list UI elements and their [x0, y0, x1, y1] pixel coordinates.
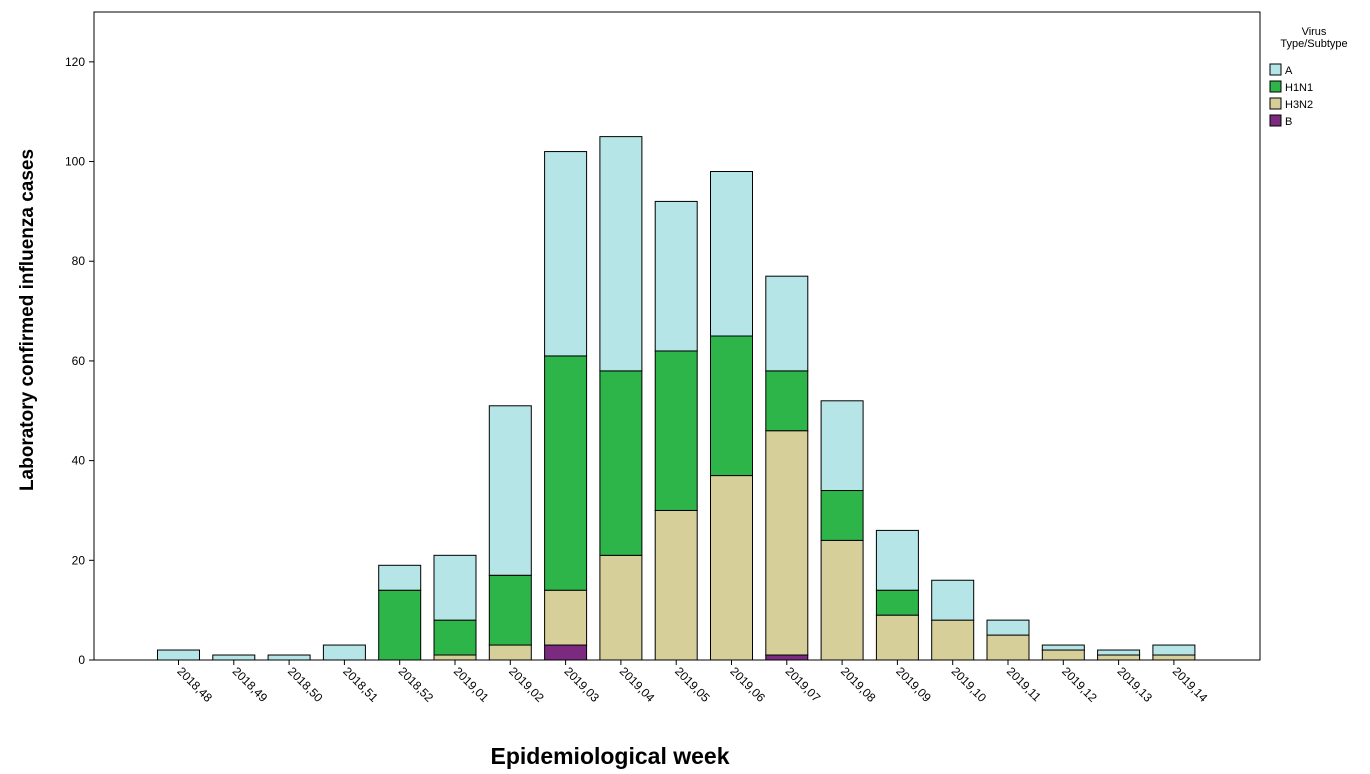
bar-segment-a: [544, 151, 588, 357]
bars-layer: [157, 136, 1196, 661]
bar-segment-b: [765, 654, 809, 661]
bar-segment-a: [157, 649, 200, 661]
bar-segment-a: [322, 644, 366, 661]
x-tick-label: 2019,02: [506, 664, 547, 705]
bar-segment-a: [488, 405, 532, 576]
legend-swatch-h3n2: [1269, 97, 1282, 110]
x-tick-label: 2019,06: [727, 664, 768, 705]
y-tick-label: 20: [72, 553, 86, 567]
y-axis-title: Laboratory confirmed influenza cases: [17, 149, 38, 491]
legend-swatch-b: [1269, 114, 1282, 127]
x-tick-label: 2018,52: [396, 664, 437, 705]
bar-segment-a: [986, 619, 1030, 636]
bar-segment-a: [1097, 649, 1141, 656]
bar-segment-h1n1: [875, 589, 919, 616]
bar-segment-a: [433, 554, 477, 621]
y-axis: 0 20 40 60 80 100 120: [65, 55, 94, 667]
y-tick-label: 100: [65, 155, 85, 169]
bar-segment-a: [820, 400, 864, 492]
bar-segment-h1n1: [433, 619, 477, 656]
x-tick-label: 2019,11: [1004, 664, 1044, 704]
bar-segment-a: [710, 171, 753, 337]
y-tick-label: 120: [65, 55, 85, 69]
x-tick-label: 2019,09: [893, 664, 934, 705]
bar-segment-h3n2: [544, 589, 588, 646]
bar-segment-h1n1: [654, 350, 698, 511]
bar-segment-h3n2: [488, 644, 532, 661]
bar-segment-h1n1: [488, 574, 532, 646]
bar-segment-h3n2: [931, 619, 975, 661]
bar-segment-h3n2: [1152, 654, 1196, 661]
y-tick-label: 60: [72, 354, 86, 368]
bar-segment-h3n2: [986, 634, 1030, 661]
x-tick-label: 2019,10: [949, 664, 990, 705]
x-axis-title: Epidemiological week: [490, 743, 729, 769]
bar-segment-h1n1: [710, 335, 753, 477]
x-axis: 2018,48 2018,49 2018,50 2018,51 2018,52 2019,…: [174, 660, 1211, 705]
x-tick-label: 2019,05: [672, 664, 713, 705]
x-tick-label: 2019,08: [838, 664, 879, 705]
legend-label-a: A: [1285, 65, 1293, 77]
bar-segment-h1n1: [544, 355, 588, 591]
y-tick-label: 40: [72, 454, 86, 468]
x-tick-label: 2019,07: [783, 664, 824, 705]
bar-segment-h3n2: [1097, 654, 1141, 661]
bar-segment-h3n2: [820, 539, 864, 661]
bar-segment-b: [544, 644, 588, 661]
legend-swatch-a: [1269, 63, 1282, 76]
x-tick-label: 2018,49: [230, 664, 271, 705]
bar-segment-h3n2: [875, 614, 919, 661]
bar-segment-a: [599, 136, 643, 372]
bar-segment-h3n2: [599, 554, 643, 661]
bar-segment-a: [1041, 644, 1085, 651]
legend-label-b: B: [1285, 116, 1292, 128]
x-tick-label: 2018,48: [174, 664, 215, 705]
x-tick-label: 2019,12: [1059, 664, 1100, 705]
bar-segment-h1n1: [599, 370, 643, 556]
x-tick-label: 2019,13: [1114, 664, 1155, 705]
x-tick-label: 2018,50: [285, 664, 326, 705]
bar-segment-h3n2: [710, 475, 753, 661]
x-tick-label: 2019,01: [451, 664, 492, 705]
bar-segment-a: [765, 275, 809, 372]
y-tick-label: 80: [72, 254, 86, 268]
bar-segment-a: [875, 529, 919, 591]
legend-title: Virus: [1302, 26, 1327, 38]
bar-segment-a: [931, 579, 975, 621]
x-tick-label: 2019,03: [561, 664, 602, 705]
bar-segment-h3n2: [433, 654, 477, 661]
x-tick-label: 2019,04: [617, 664, 658, 705]
bar-segment-h1n1: [378, 589, 422, 661]
bar-segment-h1n1: [820, 490, 864, 541]
legend-label-h1n1: H1N1: [1285, 82, 1313, 94]
bar-segment-h3n2: [1041, 649, 1085, 661]
bar-segment-h1n1: [765, 370, 809, 432]
legend-label-h3n2: H3N2: [1285, 99, 1313, 111]
bar-segment-a: [1152, 644, 1196, 656]
plot-area-frame: [93, 11, 1261, 661]
y-tick-label: 0: [78, 653, 85, 667]
bar-segment-h3n2: [765, 430, 809, 656]
bar-segment-a: [212, 654, 256, 661]
legend-title: Type/Subtype: [1280, 38, 1347, 50]
bar-segment-a: [378, 564, 422, 591]
bar-segment-h3n2: [654, 509, 698, 661]
x-tick-label: 2018,51: [340, 664, 381, 705]
bar-segment-a: [654, 200, 698, 352]
legend-swatch-h1n1: [1269, 80, 1282, 93]
x-tick-label: 2019,14: [1170, 664, 1211, 705]
bar-segment-a: [267, 654, 311, 661]
